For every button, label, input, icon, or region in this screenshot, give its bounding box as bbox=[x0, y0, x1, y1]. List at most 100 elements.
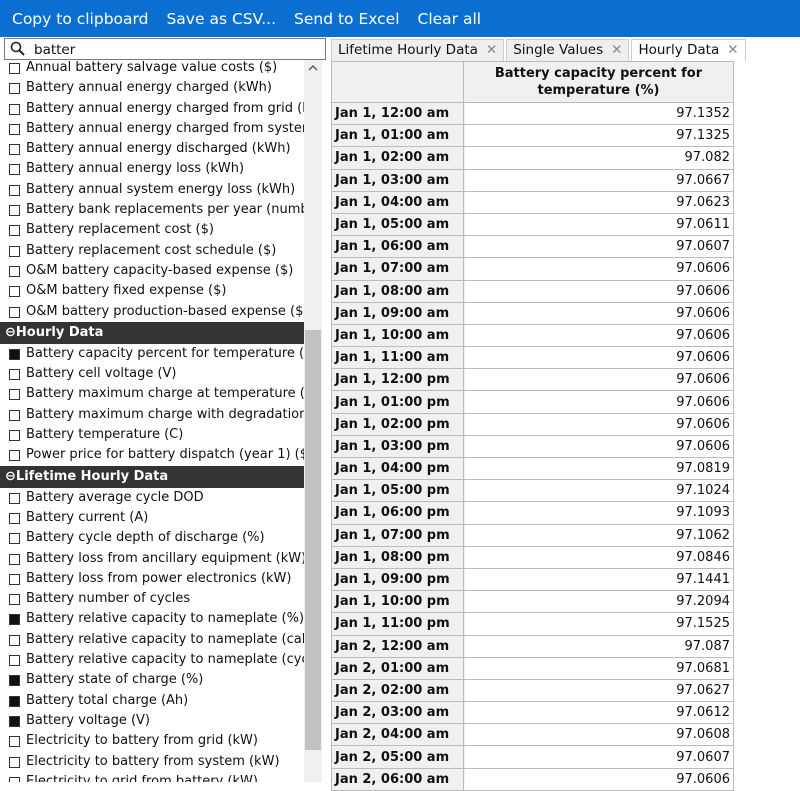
checkbox[interactable] bbox=[9, 655, 20, 667]
table-row: Jan 1, 10:00 am 97.0606 bbox=[331, 323, 734, 348]
checkbox[interactable] bbox=[9, 184, 20, 196]
item-label: Battery temperature (C) bbox=[26, 427, 184, 443]
tab-close[interactable]: ✕ bbox=[611, 42, 623, 58]
checkbox[interactable] bbox=[9, 369, 20, 381]
list-item[interactable]: O&M battery production-based expense ($) bbox=[0, 302, 304, 322]
list-item[interactable]: Battery total charge (Ah) bbox=[0, 691, 304, 711]
list-item[interactable]: Battery annual system energy loss (kWh) bbox=[0, 180, 304, 200]
checkbox[interactable] bbox=[9, 634, 20, 646]
list-item[interactable]: Battery number of cycles bbox=[0, 589, 304, 609]
checkbox[interactable] bbox=[9, 265, 20, 277]
checkbox[interactable] bbox=[9, 675, 20, 687]
checkbox[interactable] bbox=[9, 614, 20, 626]
list-item[interactable]: O&M battery capacity-based expense ($) bbox=[0, 261, 304, 281]
checkbox[interactable] bbox=[9, 695, 20, 707]
scroll-thumb[interactable] bbox=[305, 330, 321, 750]
list-item[interactable]: Battery relative capacity to nameplate (… bbox=[0, 630, 304, 650]
checkbox[interactable] bbox=[9, 164, 20, 176]
checkbox[interactable] bbox=[9, 450, 20, 462]
checkbox[interactable] bbox=[9, 409, 20, 421]
list-item[interactable]: O&M battery fixed expense ($) bbox=[0, 281, 304, 301]
toolbar-button[interactable]: Save as CSV... bbox=[166, 9, 276, 28]
checkbox[interactable] bbox=[9, 715, 20, 727]
row-label: Jan 2, 02:00 am bbox=[331, 678, 464, 703]
checkbox[interactable] bbox=[9, 245, 20, 257]
list-item[interactable]: Battery loss from power electronics (kW) bbox=[0, 569, 304, 589]
list-item[interactable]: Battery cycle depth of discharge (%) bbox=[0, 528, 304, 548]
checkbox[interactable] bbox=[9, 533, 20, 545]
item-label: O&M battery fixed expense ($) bbox=[26, 283, 227, 299]
checkbox[interactable] bbox=[9, 389, 20, 401]
list-item[interactable]: Battery annual energy discharged (kWh) bbox=[0, 139, 304, 159]
list-item[interactable]: Battery state of charge (%) bbox=[0, 670, 304, 690]
row-label: Jan 1, 04:00 am bbox=[331, 190, 464, 214]
checkbox[interactable] bbox=[9, 573, 20, 585]
list-item[interactable]: Electricity to battery from grid (kW) bbox=[0, 731, 304, 751]
group-header[interactable]: ⊖Lifetime Hourly Data bbox=[0, 465, 304, 488]
row-label: Jan 1, 04:00 pm bbox=[331, 456, 464, 481]
checkbox[interactable] bbox=[9, 306, 20, 318]
item-label: Battery total charge (Ah) bbox=[26, 692, 189, 708]
list-item[interactable]: Battery relative capacity to nameplate (… bbox=[0, 650, 304, 670]
checkbox[interactable] bbox=[9, 348, 20, 360]
list-item[interactable]: Battery replacement cost schedule ($) bbox=[0, 241, 304, 261]
list-item[interactable]: Battery bank replacements per year (numb… bbox=[0, 200, 304, 220]
list-item[interactable]: Battery temperature (C) bbox=[0, 425, 304, 445]
list-item[interactable]: Electricity to battery from system (kW) bbox=[0, 752, 304, 772]
checkbox[interactable] bbox=[9, 756, 20, 768]
list-item[interactable]: Power price for battery dispatch (year 1… bbox=[0, 445, 304, 465]
cell-value: 97.0819 bbox=[463, 456, 734, 481]
checkbox[interactable] bbox=[9, 512, 20, 524]
checkbox[interactable] bbox=[9, 83, 20, 95]
cell-value: 97.0667 bbox=[463, 168, 734, 192]
row-label: Jan 2, 01:00 am bbox=[331, 656, 464, 680]
tab[interactable]: Lifetime Hourly Data ✕ bbox=[331, 39, 505, 61]
list-item[interactable]: Battery annual energy charged (kWh) bbox=[0, 78, 304, 98]
list-item[interactable]: Battery relative capacity to nameplate (… bbox=[0, 609, 304, 629]
item-label: Battery loss from ancillary equipment (k… bbox=[26, 550, 304, 566]
list-item[interactable]: Battery maximum charge with degradation … bbox=[0, 405, 304, 425]
toolbar-button[interactable]: Copy to clipboard bbox=[12, 9, 149, 28]
toolbar-button[interactable]: Send to Excel bbox=[294, 9, 400, 28]
list-item[interactable]: Battery annual energy loss (kWh) bbox=[0, 159, 304, 179]
list-item[interactable]: Battery annual energy charged from syste… bbox=[0, 119, 304, 139]
row-label: Jan 1, 12:00 pm bbox=[331, 368, 464, 392]
row-label: Jan 1, 10:00 am bbox=[331, 323, 464, 348]
checkbox[interactable] bbox=[9, 286, 20, 298]
tab-close[interactable]: ✕ bbox=[727, 42, 739, 58]
checkbox[interactable] bbox=[9, 144, 20, 156]
checkbox[interactable] bbox=[9, 594, 20, 606]
toolbar-button[interactable]: Clear all bbox=[417, 9, 482, 28]
item-label: Battery annual energy charged from syste… bbox=[26, 120, 304, 136]
list-item[interactable]: Battery cell voltage (V) bbox=[0, 364, 304, 384]
list-item[interactable]: Electricity to grid from battery (kW) bbox=[0, 772, 304, 782]
item-label: Battery current (A) bbox=[26, 509, 149, 525]
data-table: Battery capacity percent for temperature… bbox=[331, 61, 734, 791]
checkbox[interactable] bbox=[9, 492, 20, 504]
checkbox[interactable] bbox=[9, 736, 20, 748]
checkbox[interactable] bbox=[9, 553, 20, 565]
checkbox[interactable] bbox=[9, 205, 20, 217]
list-item[interactable]: Annual battery salvage value costs ($) bbox=[0, 60, 304, 78]
search-box[interactable]: batter bbox=[4, 38, 326, 60]
table-row: Jan 1, 06:00 am 97.0607 bbox=[331, 235, 734, 259]
checkbox[interactable] bbox=[9, 103, 20, 115]
tab[interactable]: Hourly Data ✕ bbox=[631, 39, 746, 61]
checkbox[interactable] bbox=[9, 123, 20, 135]
checkbox[interactable] bbox=[9, 63, 20, 74]
list-item[interactable]: Battery capacity percent for temperature… bbox=[0, 344, 304, 364]
list-item[interactable]: Battery replacement cost ($) bbox=[0, 220, 304, 240]
tab[interactable]: Single Values ✕ bbox=[506, 39, 630, 61]
checkbox[interactable] bbox=[9, 430, 20, 442]
list-item[interactable]: Battery maximum charge at temperature (A… bbox=[0, 384, 304, 404]
list-item[interactable]: Battery average cycle DOD bbox=[0, 488, 304, 508]
list-item[interactable]: Battery loss from ancillary equipment (k… bbox=[0, 549, 304, 569]
checkbox[interactable] bbox=[9, 225, 20, 237]
list-item[interactable]: Battery current (A) bbox=[0, 508, 304, 528]
list-item[interactable]: Battery annual energy charged from grid … bbox=[0, 99, 304, 119]
scroll-up[interactable] bbox=[304, 60, 322, 74]
list-item[interactable]: Battery voltage (V) bbox=[0, 711, 304, 731]
checkbox[interactable] bbox=[9, 776, 20, 782]
tab-close[interactable]: ✕ bbox=[485, 42, 498, 58]
group-header[interactable]: ⊖Hourly Data bbox=[0, 321, 304, 344]
